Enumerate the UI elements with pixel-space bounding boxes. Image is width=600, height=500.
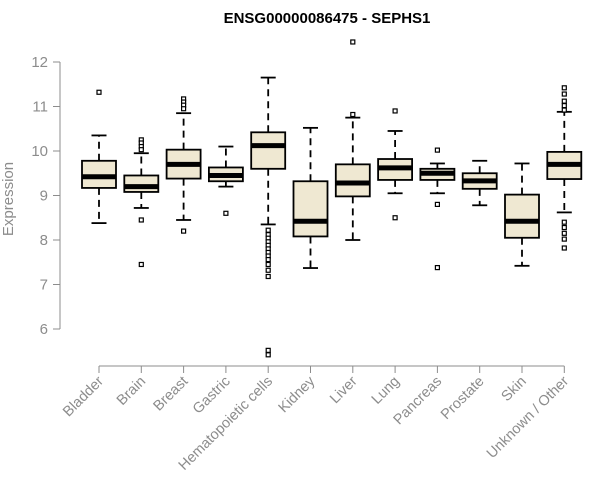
outlier-point xyxy=(561,91,567,97)
y-tick-label: 10 xyxy=(31,143,48,160)
outlier-point xyxy=(434,201,440,207)
x-tick-label: Prostate xyxy=(438,374,487,423)
outlier-point xyxy=(223,210,229,216)
outlier-point xyxy=(392,215,398,221)
outlier-point xyxy=(96,89,102,95)
outlier-point xyxy=(138,261,144,268)
outlier-point xyxy=(561,107,567,113)
outlier-point xyxy=(561,230,567,236)
box-brain xyxy=(123,137,160,268)
x-tick-label: Kidney xyxy=(276,373,319,416)
y-tick-label: 6 xyxy=(40,321,48,338)
x-tick-label: Bladder xyxy=(60,373,107,420)
outlier-point xyxy=(392,108,398,114)
outlier-point xyxy=(265,273,271,280)
iqr-box xyxy=(292,180,329,238)
y-tick-label: 11 xyxy=(32,99,48,116)
box-hematopoietic-cells xyxy=(250,76,287,358)
box-breast xyxy=(165,96,202,234)
outlier-point xyxy=(138,147,144,153)
outlier-point xyxy=(265,347,271,353)
outlier-point xyxy=(561,224,567,231)
box-liver xyxy=(334,39,371,241)
outlier-point xyxy=(561,85,567,91)
chart-title: ENSG00000086475 - SEPHS1 xyxy=(224,10,431,27)
outlier-point xyxy=(350,111,356,118)
outlier-point xyxy=(265,352,271,358)
outlier-point xyxy=(265,256,271,263)
y-axis: 6 7 8 9 10 11 12 xyxy=(31,54,61,338)
x-tick-label: Brain xyxy=(114,374,149,409)
outlier-point xyxy=(561,98,567,104)
box-lung xyxy=(377,108,414,221)
outlier-point xyxy=(181,106,187,112)
box-prostate xyxy=(461,159,498,207)
box-bladder xyxy=(81,89,117,224)
x-tick-label: Breast xyxy=(150,374,191,415)
outlier-point xyxy=(561,219,567,225)
iqr-box xyxy=(334,163,371,198)
x-tick-label: Unknown / Other xyxy=(484,373,572,461)
x-tick-label: Liver xyxy=(327,373,361,407)
y-axis-label: Expression xyxy=(0,162,17,236)
box-skin xyxy=(504,162,540,267)
outlier-point xyxy=(561,245,567,251)
outlier-point xyxy=(181,228,187,234)
box-kidney xyxy=(292,126,329,269)
outlier-point xyxy=(265,227,271,233)
y-tick-label: 12 xyxy=(31,54,48,71)
outlier-point xyxy=(265,261,271,268)
box-unknown-other xyxy=(546,85,583,251)
y-tick-label: 9 xyxy=(40,188,48,205)
x-tick-label: Lung xyxy=(369,374,403,408)
outlier-point xyxy=(138,217,144,223)
iqr-box xyxy=(123,174,160,193)
outlier-point xyxy=(434,264,440,271)
iqr-box xyxy=(504,193,540,239)
y-tick-label: 8 xyxy=(40,232,48,249)
boxes-layer xyxy=(81,39,583,358)
outlier-point xyxy=(265,267,271,273)
outlier-point xyxy=(561,103,567,109)
outlier-point xyxy=(434,147,440,153)
y-tick-label: 7 xyxy=(40,277,48,294)
outlier-point xyxy=(561,236,567,242)
outlier-point xyxy=(350,39,356,45)
box-gastric xyxy=(207,145,244,216)
iqr-box xyxy=(250,131,287,170)
box-pancreas xyxy=(419,147,456,271)
x-tick-label: Skin xyxy=(499,374,530,405)
